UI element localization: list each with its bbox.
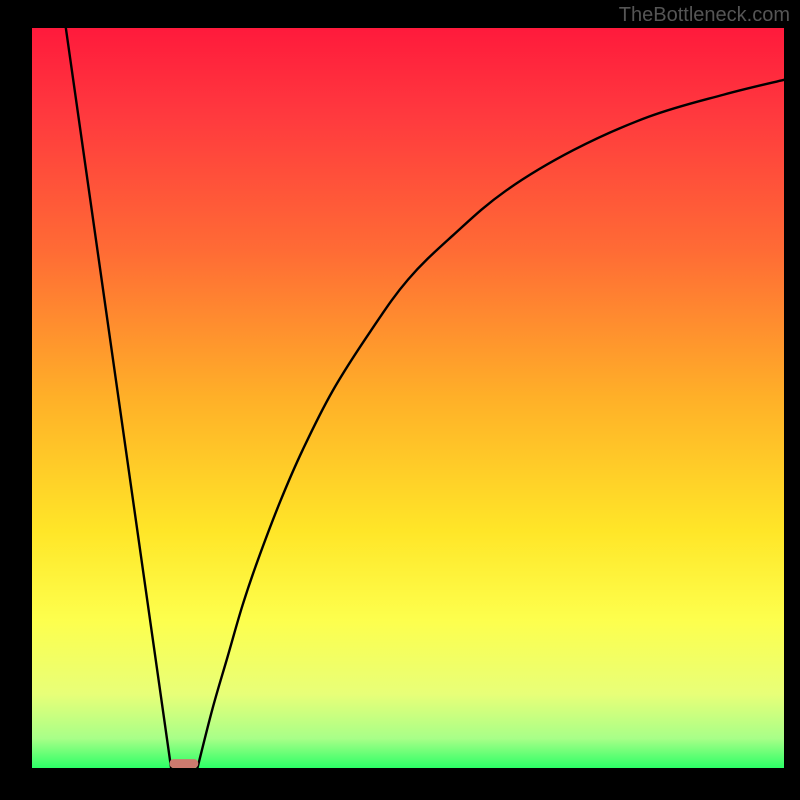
watermark-text: TheBottleneck.com	[619, 4, 790, 27]
plot-background	[32, 28, 784, 768]
chart-svg	[0, 0, 800, 800]
bottom-marker	[170, 759, 199, 768]
chart-root: TheBottleneck.com	[0, 0, 800, 800]
